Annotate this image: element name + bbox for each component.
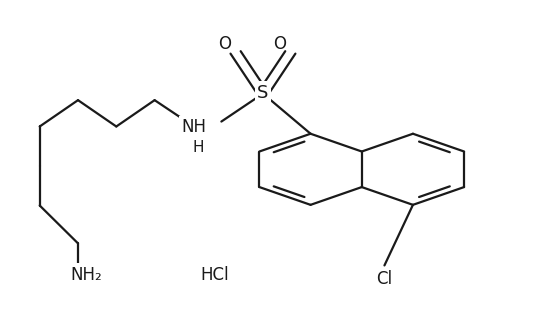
- Text: H: H: [192, 140, 204, 155]
- Text: NH: NH: [182, 118, 206, 136]
- Text: S: S: [257, 84, 268, 102]
- Text: O: O: [218, 35, 231, 53]
- Text: Cl: Cl: [376, 270, 393, 288]
- Text: NH₂: NH₂: [70, 266, 102, 284]
- Text: O: O: [273, 35, 286, 53]
- Text: HCl: HCl: [201, 266, 229, 284]
